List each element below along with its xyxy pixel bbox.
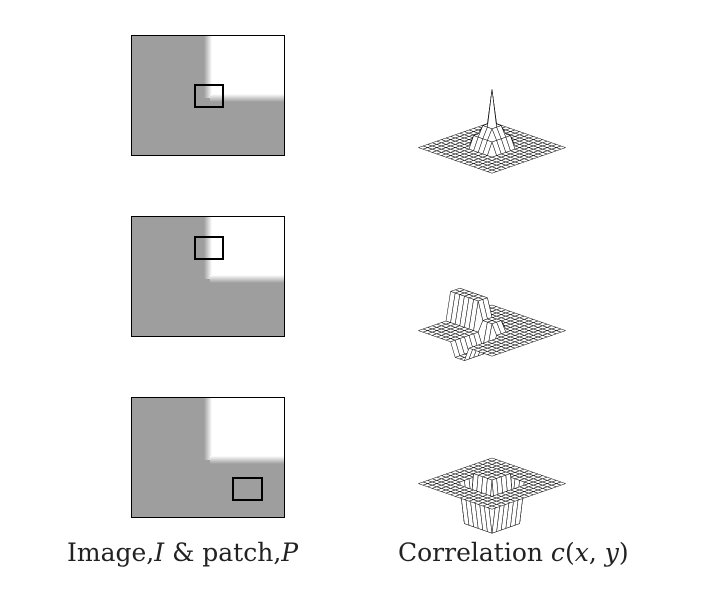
image-panel-edge xyxy=(131,216,285,337)
white-region xyxy=(210,36,284,98)
patch-box xyxy=(194,236,224,260)
caption-left-prefix: Image, xyxy=(67,538,155,567)
caption-patch-symbol: P xyxy=(281,538,299,567)
caption-arg-x: x xyxy=(574,538,589,567)
white-region xyxy=(210,217,284,279)
caption-image-symbol: I xyxy=(154,538,165,567)
image-corner-svg xyxy=(132,36,284,155)
image-panel-corner xyxy=(131,35,285,156)
correlation-surface-ridge xyxy=(417,287,567,362)
left-caption: Image,I & patch,P xyxy=(67,538,298,567)
caption-arg-y: y xyxy=(604,538,619,567)
image-flat-svg xyxy=(132,398,284,517)
wireframe-mesh xyxy=(417,457,567,534)
white-region xyxy=(210,398,284,460)
caption-left-connector: & patch, xyxy=(164,538,282,567)
image-panel-flat xyxy=(131,397,285,518)
patch-box xyxy=(232,477,263,501)
right-caption: Correlation c(x, y) xyxy=(398,538,629,567)
wireframe-mesh xyxy=(417,287,567,362)
caption-right-prefix: Correlation xyxy=(398,538,551,567)
caption-paren-open: ( xyxy=(564,538,575,567)
image-edge-svg xyxy=(132,217,284,336)
caption-func: c xyxy=(550,538,565,567)
correlation-surface-peak xyxy=(417,89,567,174)
caption-paren-close: ) xyxy=(618,538,629,567)
patch-box xyxy=(194,84,224,108)
wireframe-mesh xyxy=(417,89,567,174)
correlation-surface-plateau xyxy=(417,457,567,534)
caption-comma: , xyxy=(588,538,605,567)
